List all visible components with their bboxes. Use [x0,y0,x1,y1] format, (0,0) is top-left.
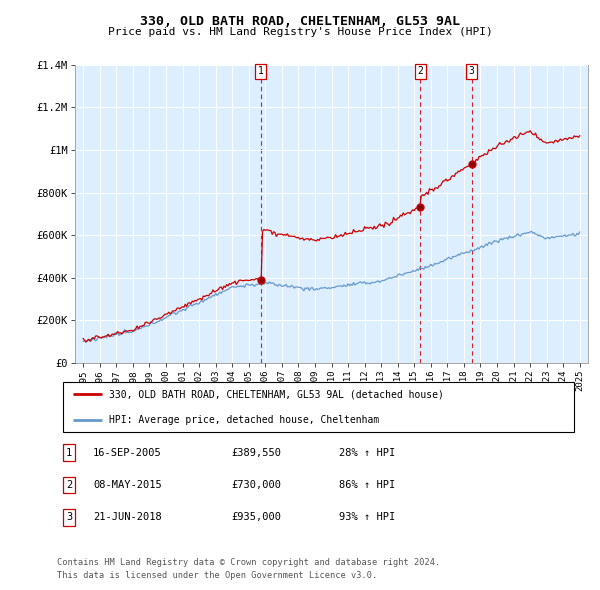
Text: Price paid vs. HM Land Registry's House Price Index (HPI): Price paid vs. HM Land Registry's House … [107,27,493,37]
Text: 330, OLD BATH ROAD, CHELTENHAM, GL53 9AL: 330, OLD BATH ROAD, CHELTENHAM, GL53 9AL [140,15,460,28]
Text: 1: 1 [66,448,72,457]
Text: 16-SEP-2005: 16-SEP-2005 [93,448,162,457]
Text: This data is licensed under the Open Government Licence v3.0.: This data is licensed under the Open Gov… [57,571,377,580]
FancyBboxPatch shape [62,382,574,432]
Text: 21-JUN-2018: 21-JUN-2018 [93,513,162,522]
Text: £730,000: £730,000 [231,480,281,490]
Text: 330, OLD BATH ROAD, CHELTENHAM, GL53 9AL (detached house): 330, OLD BATH ROAD, CHELTENHAM, GL53 9AL… [109,389,444,399]
Text: 86% ↑ HPI: 86% ↑ HPI [339,480,395,490]
Text: HPI: Average price, detached house, Cheltenham: HPI: Average price, detached house, Chel… [109,415,380,425]
Text: Contains HM Land Registry data © Crown copyright and database right 2024.: Contains HM Land Registry data © Crown c… [57,558,440,566]
Text: 3: 3 [66,513,72,522]
Text: 08-MAY-2015: 08-MAY-2015 [93,480,162,490]
Text: 3: 3 [469,67,475,76]
Text: 2: 2 [417,67,423,76]
Text: 2: 2 [66,480,72,490]
Text: 1: 1 [258,67,263,76]
Text: 28% ↑ HPI: 28% ↑ HPI [339,448,395,457]
Text: £389,550: £389,550 [231,448,281,457]
Text: £935,000: £935,000 [231,513,281,522]
Text: 93% ↑ HPI: 93% ↑ HPI [339,513,395,522]
